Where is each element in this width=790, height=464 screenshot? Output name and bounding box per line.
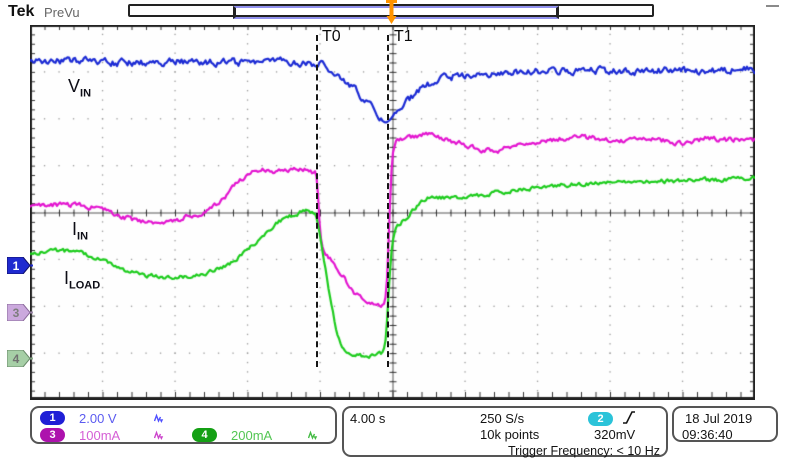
channel-readout-box: 1 2.00 V 3 100mA 4 200mA	[30, 406, 337, 444]
svg-text:3: 3	[13, 306, 20, 320]
timebase-value[interactable]: 4.00 s	[350, 411, 386, 426]
waveform-canvas	[30, 25, 755, 400]
ch4-ground-marker[interactable]: 4	[6, 349, 33, 368]
top-right-dash	[766, 5, 779, 7]
sample-rate-value: 250 S/s	[480, 411, 525, 426]
cursor-t1-label: T1	[394, 28, 413, 45]
trigger-source-badge[interactable]: 2	[588, 412, 613, 426]
iin-label: IIN	[72, 219, 89, 243]
ch4-scale-value[interactable]: 200mA	[231, 428, 273, 443]
trigger-level-value[interactable]: 320mV	[594, 427, 636, 442]
ch1-ground-marker[interactable]: 1	[6, 256, 33, 275]
ch3-scale-value[interactable]: 100mA	[79, 428, 121, 443]
acquisition-mode-label: PreVu	[44, 5, 80, 20]
trigger-frequency-label: Trigger Frequency: < 10 Hz	[507, 444, 660, 458]
cursor-t0-label: T0	[322, 28, 341, 45]
datetime-box: 18 Jul 2019 09:36:40	[672, 406, 778, 442]
cursor-t1-line[interactable]	[387, 35, 389, 367]
trigger-slope-icon[interactable]	[622, 410, 636, 428]
record-view-window[interactable]	[233, 6, 559, 19]
date-value: 18 Jul 2019	[685, 411, 753, 426]
vin-label: VIN	[68, 76, 92, 100]
cursor-t0-line[interactable]	[316, 35, 318, 367]
time-value: 09:36:40	[682, 427, 733, 442]
ch4-badge[interactable]: 4	[192, 428, 217, 442]
ch4-filter-icon	[307, 429, 319, 444]
ch1-scale-value[interactable]: 2.00 V	[79, 411, 117, 426]
svg-text:4: 4	[13, 352, 20, 366]
svg-text:1: 1	[13, 259, 20, 273]
record-length-value: 10k points	[480, 427, 540, 442]
iload-label: ILOAD	[64, 268, 101, 292]
horizontal-trigger-readout-box: 4.00 s 250 S/s 2 10k points 320mV Trigge…	[342, 406, 668, 458]
ch1-filter-icon	[153, 412, 165, 427]
ch3-badge[interactable]: 3	[40, 428, 65, 442]
trigger-position-icon[interactable]	[384, 0, 399, 25]
tek-logo: Tek	[8, 3, 35, 20]
ch3-ground-marker[interactable]: 3	[6, 303, 33, 322]
graticule	[30, 25, 755, 400]
ch3-filter-icon	[153, 429, 165, 444]
ch1-badge[interactable]: 1	[40, 411, 65, 425]
